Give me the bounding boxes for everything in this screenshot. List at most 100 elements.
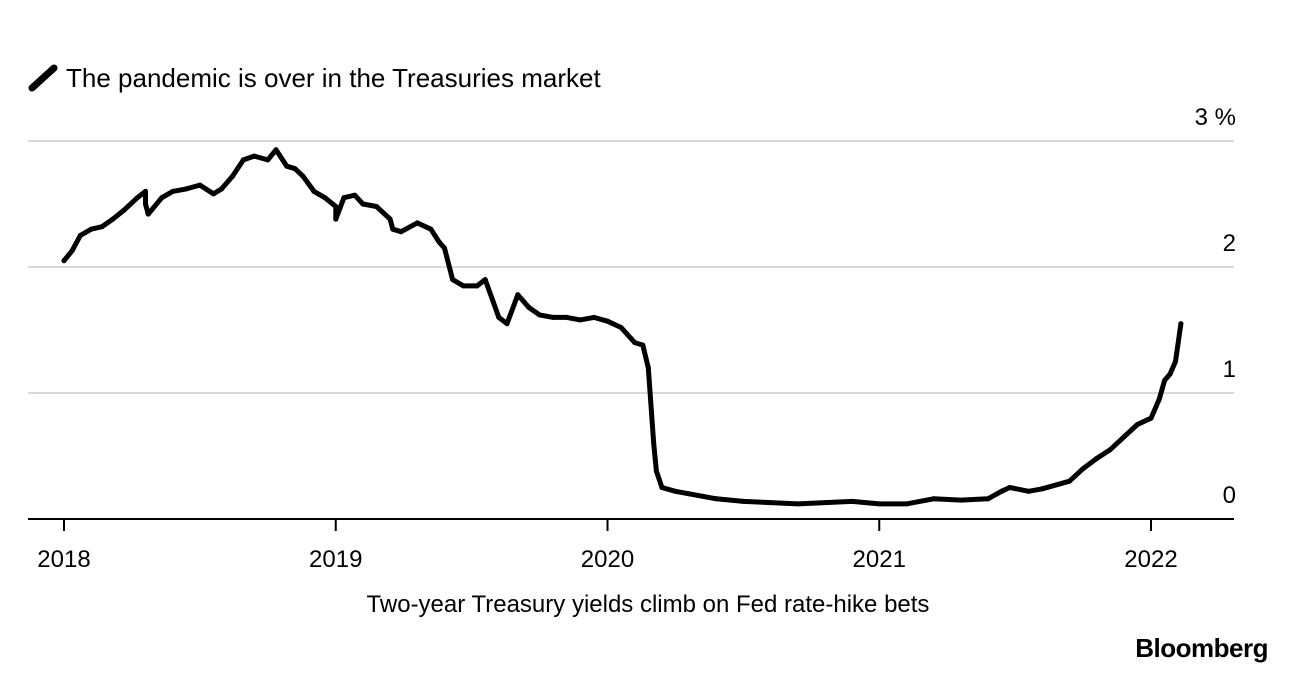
data-point (713, 496, 719, 502)
data-point (398, 229, 404, 235)
data-point (1080, 466, 1086, 472)
data-point (360, 201, 366, 207)
data-point (292, 166, 298, 172)
data-point (170, 188, 176, 194)
data-point (230, 173, 235, 179)
data-point (333, 204, 339, 209)
data-point (618, 325, 624, 330)
data-point (219, 186, 225, 192)
data-point (591, 314, 597, 320)
series-group (61, 147, 1184, 507)
data-point (1173, 359, 1178, 364)
data-point (273, 147, 279, 153)
data-point (110, 216, 116, 222)
data-point (1162, 377, 1168, 383)
data-point (526, 304, 532, 310)
data-point (605, 318, 610, 324)
data-point (564, 314, 570, 320)
source-logo: Bloomberg (1135, 633, 1268, 663)
legend: The pandemic is over in the Treasuries m… (28, 63, 601, 93)
data-point (659, 485, 665, 490)
y-tick-label: 1 (1223, 356, 1236, 383)
data-point (134, 195, 140, 201)
data-point (849, 498, 855, 504)
data-point (686, 491, 692, 497)
data-point (645, 365, 651, 371)
data-point (333, 216, 339, 222)
data-point (99, 224, 105, 230)
data-point (822, 500, 828, 506)
data-point (442, 245, 447, 251)
data-point (496, 314, 502, 320)
data-point (640, 342, 646, 348)
y-axis-labels: 0 1 2 3 % (1195, 104, 1236, 509)
data-point (795, 501, 801, 507)
data-point (1007, 485, 1013, 490)
data-point (958, 497, 964, 503)
data-point (651, 440, 657, 446)
data-point (311, 188, 317, 194)
data-point (653, 468, 659, 474)
data-point (1167, 371, 1173, 377)
data-point (300, 173, 306, 179)
data-point (461, 283, 466, 289)
data-point (414, 220, 420, 226)
data-point (1067, 478, 1072, 484)
x-axis-ticks: 2018 2019 2020 2021 2022 (37, 519, 1178, 573)
data-point (436, 239, 442, 245)
data-point (352, 192, 358, 198)
x-tick-label: 2019 (309, 546, 362, 573)
data-point (931, 496, 937, 502)
data-point (1134, 422, 1140, 427)
data-point (322, 195, 328, 201)
data-point (740, 498, 746, 504)
data-point (515, 292, 521, 298)
data-point (1039, 486, 1045, 492)
data-point (61, 258, 67, 264)
data-point (474, 283, 480, 289)
data-point (251, 153, 257, 159)
data-point (390, 226, 396, 232)
data-point (504, 321, 510, 327)
y-tick-label: 0 (1223, 482, 1236, 509)
data-point (1148, 415, 1154, 421)
data-point (69, 248, 75, 254)
data-point (490, 299, 496, 305)
x-tick-label: 2021 (853, 546, 906, 573)
data-point (145, 211, 151, 217)
data-point (284, 163, 290, 169)
x-tick-label: 2018 (37, 546, 90, 573)
data-point (265, 157, 271, 163)
data-point (143, 201, 148, 207)
data-point (77, 233, 83, 238)
data-point (648, 403, 654, 409)
chart-caption: Two-year Treasury yields climb on Fed ra… (367, 591, 930, 618)
y-tick-label: 3 % (1195, 104, 1236, 131)
data-point (197, 182, 203, 188)
data-point (577, 317, 583, 323)
data-point (1121, 434, 1127, 440)
data-point (999, 488, 1004, 494)
data-point (387, 216, 393, 222)
data-point (1026, 488, 1032, 494)
data-point (211, 191, 216, 197)
data-point (903, 501, 909, 507)
data-point (700, 493, 706, 499)
data-point (537, 312, 543, 318)
data-point (482, 277, 488, 283)
data-point (121, 207, 127, 213)
data-point (1094, 456, 1100, 461)
data-point (985, 496, 991, 502)
data-point (1156, 396, 1162, 402)
data-point (768, 500, 773, 506)
data-point (159, 195, 165, 201)
data-point (1178, 321, 1184, 327)
x-tick-label: 2022 (1124, 546, 1177, 573)
data-point (450, 277, 456, 283)
data-point (550, 314, 556, 320)
grid-lines (28, 140, 1234, 394)
data-point (341, 195, 347, 201)
data-point (183, 186, 189, 192)
chart-title: The pandemic is over in the Treasuries m… (66, 63, 601, 93)
